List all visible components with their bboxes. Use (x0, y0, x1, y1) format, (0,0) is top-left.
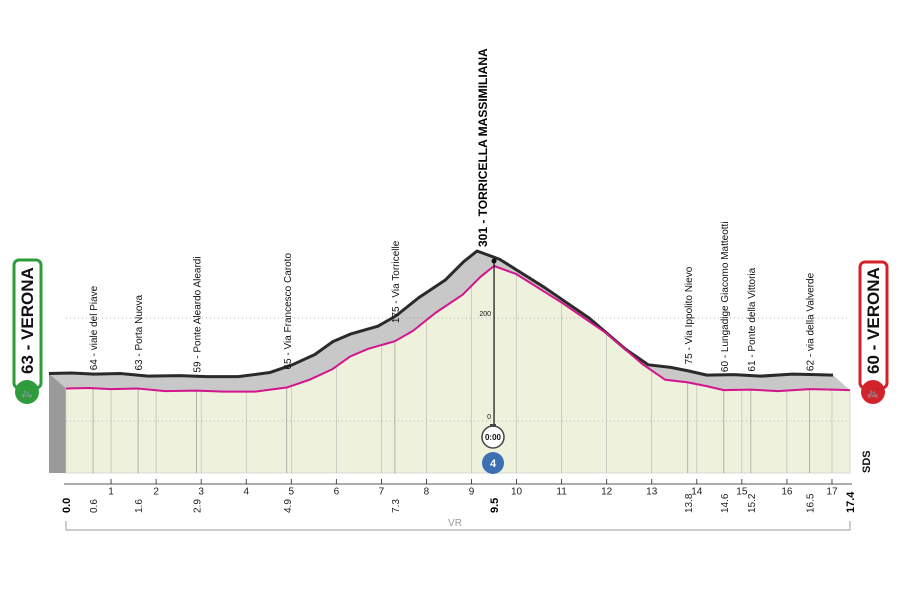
stopwatch-crown-icon (490, 424, 496, 427)
bike-icon: 🚲 (867, 388, 879, 399)
start-icon-circle (15, 380, 39, 404)
km-axis: 1 2 3 4 5 6 7 8 9 10 11 12 13 14 15 16 170.0 0.6 1.6 2.9 4.9… (61, 479, 857, 513)
km-tick-label: 6 (334, 486, 340, 497)
poi-label: 64 - viale del Piave (89, 285, 100, 370)
finish-marker: 60 - VERONA 🚲 (858, 260, 889, 404)
km-mark-label: 17.4 (845, 491, 857, 513)
start-label: 63 - VERONA (18, 267, 37, 374)
km-tick-label: 9 (469, 486, 475, 497)
poi-label: 63 - Porta Nuova (134, 295, 145, 371)
poi-label: 60 - Lungadige Giacomo Matteotti (720, 221, 731, 372)
start-marker: 63 - VERONA 🚲 (12, 258, 43, 404)
altitude-reference-label: 0 (487, 414, 491, 421)
climb-category-badge: 4 (482, 452, 504, 474)
poi-label: 65 - Via Francesco Caroto (283, 253, 294, 370)
climb-category-label: 4 (490, 458, 497, 470)
km-tick-label: 16 (781, 486, 793, 497)
km-mark-label: 1.6 (134, 499, 145, 513)
province-bracket: VR (65, 518, 851, 531)
km-mark-label: 16.5 (805, 493, 816, 513)
intermediate-time-label: 0:00 (485, 433, 502, 442)
km-tick-label: 1 (108, 486, 114, 497)
km-tick-label: 4 (243, 486, 249, 497)
km-tick-label: 13 (646, 486, 658, 497)
km-tick-label: 14 (691, 486, 703, 497)
km-tick-label: 12 (601, 486, 613, 497)
km-mark-label: 0.0 (61, 498, 73, 513)
profile-top-face (49, 251, 850, 392)
km-mark-label: 7.3 (391, 499, 402, 513)
bike-icon: 🚲 (21, 388, 33, 399)
km-tick-label: 10 (511, 486, 523, 497)
km-mark-label: 15.2 (747, 493, 758, 513)
poi-label: 175 - Via Torricelle (391, 240, 402, 323)
km-mark-label: 0.6 (89, 499, 100, 513)
climb-category-circle (482, 452, 504, 474)
province-bracket-line (65, 521, 851, 531)
province-label: VR (448, 518, 462, 529)
poi-label: 59 - Ponte Aleardo Aleardi (193, 256, 204, 372)
km-tick-label: 5 (289, 486, 295, 497)
km-tick-label: 2 (153, 486, 159, 497)
profile-outline (48, 249, 834, 379)
km-mark-label: 13.8 (684, 493, 695, 513)
km-tick-label: 8 (424, 486, 430, 497)
road-line (65, 265, 851, 393)
poi-label: 62 - via della Valverde (805, 272, 816, 371)
km-mark-label: 14.6 (720, 493, 731, 513)
altitude-reference-label: 200 (479, 311, 491, 318)
intermediate-time-badge: 0:00 (481, 424, 505, 449)
km-mark-label: 9.5 (489, 498, 501, 513)
km-tick-label: 11 (556, 486, 567, 497)
finish-icon-circle (861, 380, 885, 404)
km-mark-label: 2.9 (193, 499, 204, 513)
sds-logo: SDS (861, 450, 873, 473)
finish-label: 60 - VERONA (864, 267, 883, 374)
km-tick-label: 3 (198, 486, 204, 497)
poi-label: 75 - Via Ippolito Nievo (684, 266, 695, 364)
km-tick-label: 17 (826, 486, 838, 497)
profile-lines-layer (48, 249, 851, 428)
poi-label: 61 - Ponte della Vittoria (747, 267, 758, 371)
summit-dot (491, 258, 497, 264)
km-tick-label: 7 (379, 486, 385, 497)
summit-label: 301 - TORRICELLA MASSIMILIANA (476, 48, 490, 247)
km-mark-label: 4.9 (283, 499, 294, 513)
labels-layer: 64 - viale del Piave 63 - Porta Nuova 59 -… (89, 221, 816, 372)
km-tick-label: 15 (736, 486, 748, 497)
